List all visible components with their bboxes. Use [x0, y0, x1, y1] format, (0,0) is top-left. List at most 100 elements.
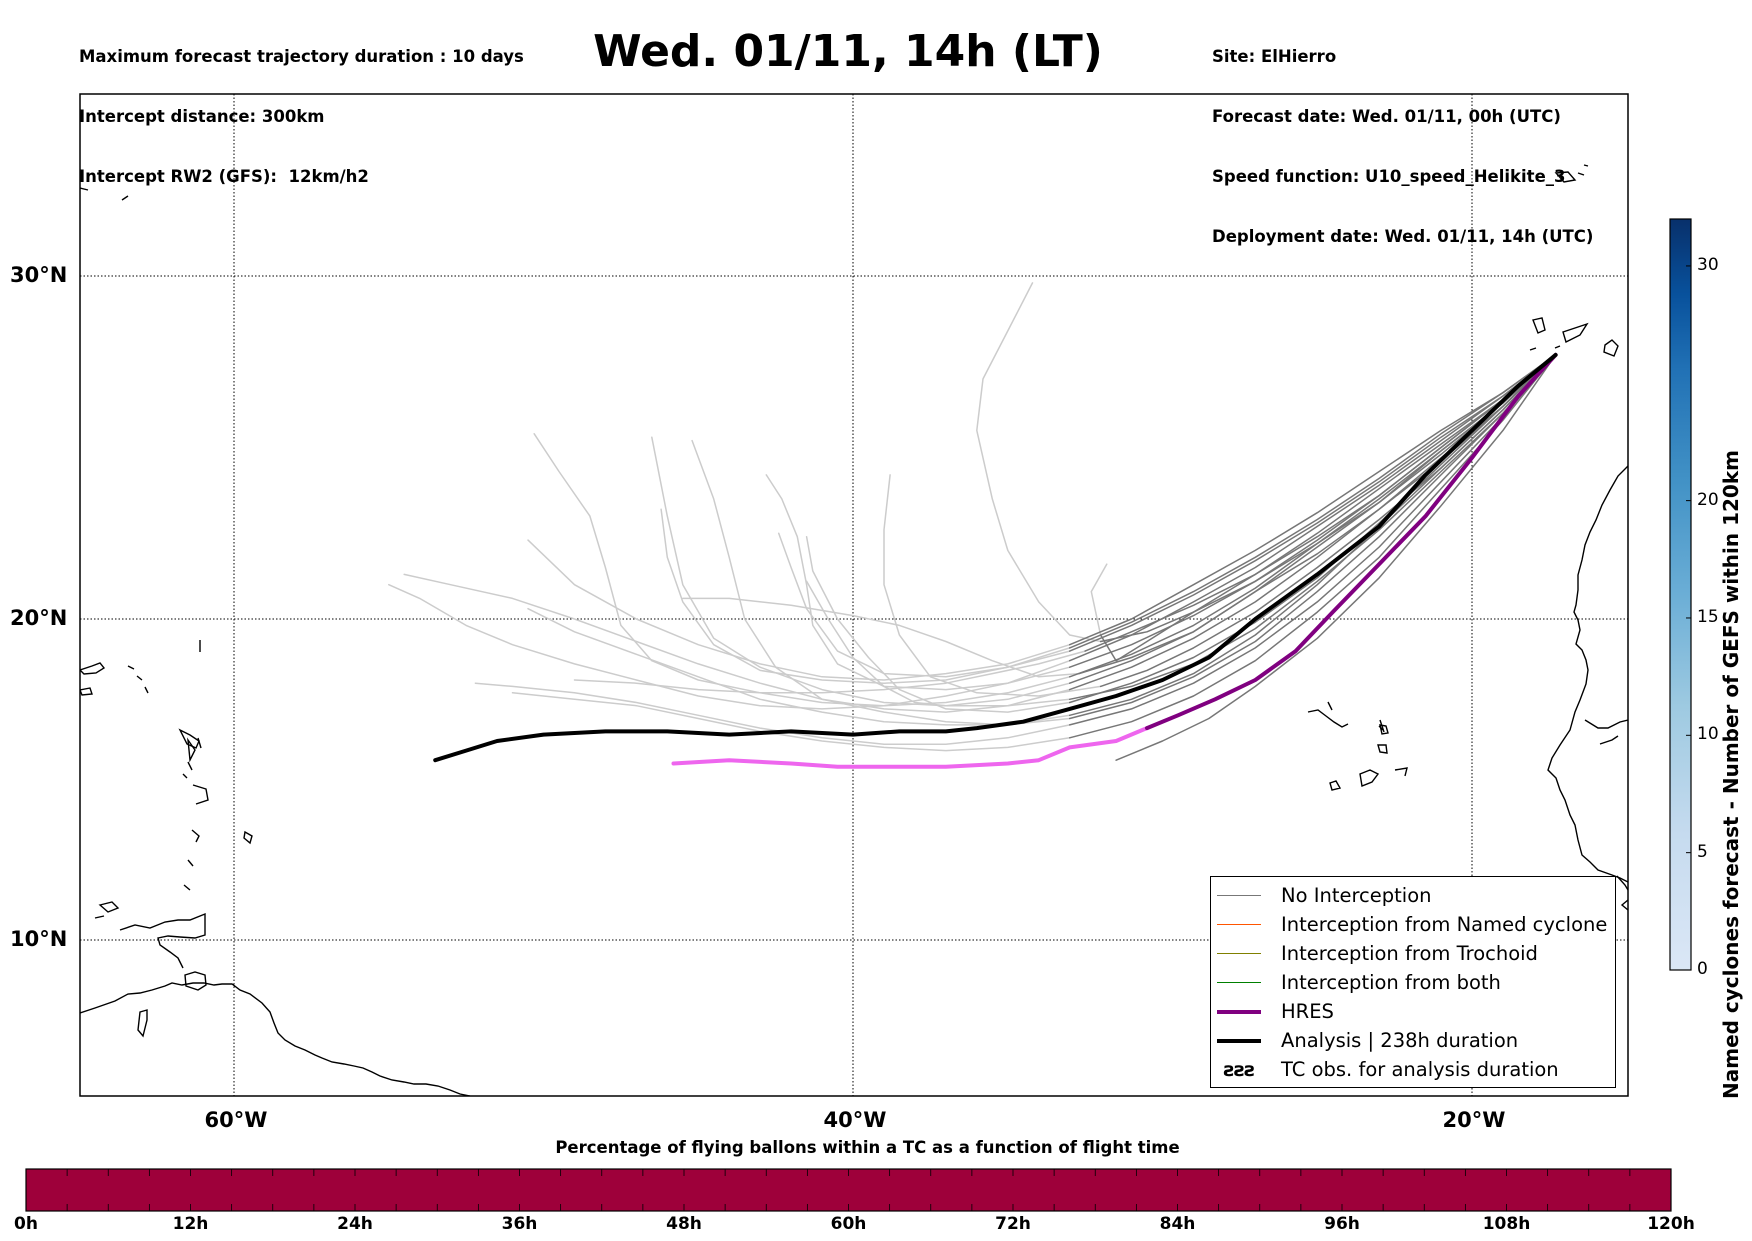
legend-swatch-no-interception: [1217, 894, 1261, 897]
coast-tobago: [137, 1009, 148, 1038]
page-title-wrapper: Wed. 01/11, 14h (LT): [0, 24, 1752, 80]
lat-label-20n: 20°N: [10, 606, 68, 630]
coast-africa: [1547, 465, 1628, 883]
ensemble-track-light-18: [474, 682, 1071, 745]
coast-senegal-west: [1599, 735, 1619, 745]
header-left-info: Maximum forecast trajectory duration : 1…: [79, 7, 524, 207]
forecast-date-text: Forecast date: Wed. 01/11, 00h (UTC): [1212, 107, 1561, 126]
colorbar-right-ticks: [1686, 265, 1691, 971]
time-label-12h: 12h: [172, 1214, 209, 1234]
legend-item-no-interception: No Interception: [1211, 881, 1615, 910]
coast-africa-guinea: [1616, 875, 1628, 911]
time-label-96h: 96h: [1324, 1214, 1360, 1234]
lon-label-60w: 60°W: [204, 1108, 268, 1132]
coast-africa-cape: [1584, 719, 1628, 729]
legend-item-named-cyclone: Interception from Named cyclone: [1211, 910, 1615, 939]
legend-label-trochoid: Interception from Trochoid: [1281, 942, 1538, 965]
ensemble-track-light-2: [527, 539, 1071, 681]
ensemble-track-2: [1068, 354, 1557, 646]
colorbar-bottom-ticks: [66, 1169, 1631, 1211]
colorbar-right-tick-label-5: 5: [1697, 841, 1708, 862]
ensemble-track-light-16: [403, 573, 1071, 713]
colorbar-right-tick-label-10: 10: [1697, 724, 1719, 745]
gridlines: [80, 94, 1628, 1096]
ensemble-track-light-7: [883, 474, 1102, 697]
ensemble-track-11: [1068, 354, 1557, 704]
legend-line-both: [1217, 981, 1261, 984]
speed-function-text: Speed function: U10_speed_Helikite_3: [1212, 167, 1566, 186]
ensemble-track-light-19: [805, 580, 1071, 707]
colorbar-bottom-title: Percentage of flying ballons within a TC…: [555, 1138, 1180, 1157]
ensemble-track-17: [1068, 354, 1557, 652]
coast-south-america: [80, 982, 471, 1096]
legend-item-trochoid: Interception from Trochoid: [1211, 939, 1615, 968]
ensemble-track-16: [1068, 354, 1557, 691]
legend-swatch-both: [1217, 981, 1261, 984]
hres-track-light: [671, 726, 1149, 769]
ensemble-track-5: [1115, 354, 1557, 761]
legend-line-analysis: [1217, 1038, 1261, 1043]
header-right-info: Site: ElHierro Forecast date: Wed. 01/11…: [1212, 7, 1593, 267]
time-label-60h: 60h: [830, 1214, 867, 1234]
colorbar-right-tick-label-15: 15: [1697, 606, 1719, 627]
colorbar-right-tick-label-20: 20: [1697, 489, 1719, 510]
ensemble-track-3: [1068, 354, 1557, 701]
legend-label-both: Interception from both: [1281, 971, 1501, 994]
ensemble-track-0: [1084, 354, 1557, 652]
ensemble-track-light-6: [976, 282, 1102, 643]
colorbar-right: [1669, 218, 1692, 971]
time-label-72h: 72h: [995, 1214, 1031, 1234]
legend-label-named-cyclone: Interception from Named cyclone: [1281, 913, 1608, 936]
page-title: Wed. 01/11, 14h (LT): [593, 26, 1103, 77]
coast-puerto-rico: [80, 662, 106, 696]
legend-line-trochoid: [1217, 952, 1261, 955]
ensemble-track-15: [1068, 354, 1557, 668]
intercept-rw2-text: Intercept RW2 (GFS): 12km/h2: [79, 167, 369, 186]
ensemble-track-12: [1099, 354, 1557, 662]
coast-small-island-2: [94, 901, 120, 919]
ensemble-track-light-8: [388, 583, 1071, 710]
tc-symbol-icon: ƨƨƨ: [1223, 1058, 1256, 1081]
map-area: [80, 94, 1628, 1096]
max-duration-text: Maximum forecast trajectory duration : 1…: [79, 47, 524, 66]
legend-swatch-named-cyclone: [1217, 923, 1261, 926]
ensemble-track-8: [1068, 354, 1557, 662]
coast-venezuela-bay: [119, 912, 206, 969]
analysis-track: [433, 352, 1558, 763]
time-label-84h: 84h: [1159, 1214, 1196, 1234]
time-label-24h: 24h: [337, 1214, 373, 1234]
ensemble-track-light-15: [765, 474, 1071, 691]
legend-item-analysis: Analysis | 238h duration: [1211, 1026, 1615, 1055]
legend-swatch-tc-obs: ƨƨƨ: [1217, 1059, 1261, 1081]
ensemble-track-light-1: [682, 597, 1080, 678]
ensemble-track-13: [1068, 354, 1557, 717]
intercept-distance-text: Intercept distance: 300km: [79, 107, 325, 126]
hres-track-line: [1145, 352, 1558, 731]
coast-caribbean-islands: [80, 187, 129, 201]
ensemble-track-light-10: [527, 607, 1071, 726]
ensemble-track-light-14: [660, 508, 1071, 684]
ensemble-track-light-11: [805, 535, 1071, 713]
colorbar-bottom: [25, 1168, 1672, 1212]
hres-track: [671, 352, 1558, 769]
legend-line-no-interception: [1217, 894, 1261, 897]
ensemble-track-light-12: [1090, 563, 1108, 636]
legend-line-hres: [1217, 1009, 1261, 1014]
legend-label-no-interception: No Interception: [1281, 884, 1432, 907]
coast-lesser-antilles: [183, 640, 209, 891]
legend-swatch-analysis: [1217, 1038, 1261, 1043]
legend-swatch-trochoid: [1217, 952, 1261, 955]
legend-label-analysis: Analysis | 238h duration: [1281, 1029, 1519, 1052]
deployment-date-text: Deployment date: Wed. 01/11, 14h (UTC): [1212, 227, 1594, 246]
legend-item-both: Interception from both: [1211, 968, 1615, 997]
map-frame: [79, 93, 1629, 1097]
ensemble-track-10: [1068, 354, 1557, 720]
ensemble-track-light-13: [691, 439, 1071, 726]
site-text: Site: ElHierro: [1212, 47, 1337, 66]
coast-canary-islands: [1529, 317, 1619, 357]
colorbar-right-title: Named cyclones forecast - Number of GEFS…: [1719, 450, 1743, 1099]
ensemble-track-18: [1068, 354, 1557, 726]
ensemble-track-light-0: [573, 650, 1086, 694]
coastlines: [80, 164, 1628, 1096]
